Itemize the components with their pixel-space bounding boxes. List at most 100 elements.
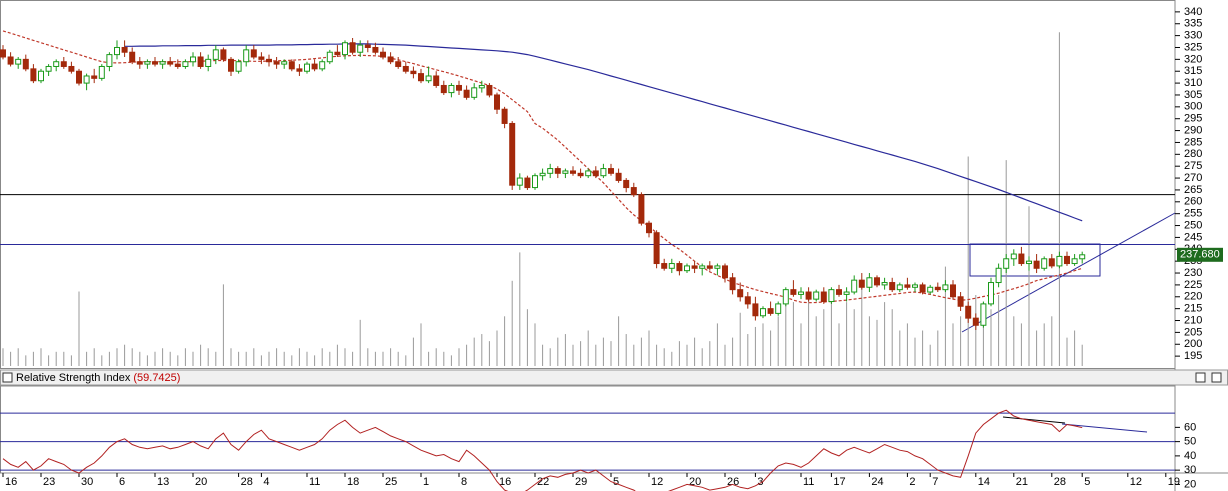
close-button[interactable] [1211, 372, 1222, 383]
candle-body [1018, 253, 1025, 265]
candle-body [471, 87, 478, 98]
candle-body [326, 51, 333, 63]
rsi-tick-label: 40 [1184, 450, 1196, 462]
candle-body [83, 75, 90, 84]
candle-body [722, 265, 728, 279]
candle-body [775, 303, 782, 314]
y-tick-label: 230 [1184, 267, 1202, 279]
x-tick-label: 7 [932, 476, 938, 488]
y-tick-label: 225 [1184, 279, 1202, 291]
candle-body [15, 58, 22, 65]
x-tick-label: 22 [537, 476, 549, 488]
x-tick-label: 4 [263, 476, 269, 488]
candle-body [235, 61, 242, 72]
candle-body [334, 51, 341, 56]
x-tick-label: 20 [195, 476, 207, 488]
candle-body [988, 282, 994, 305]
candle-body [129, 51, 136, 63]
candle-body [866, 277, 873, 288]
candle-body [813, 291, 820, 300]
candle-body [957, 296, 964, 307]
candle-body [646, 222, 652, 234]
candle-body [380, 51, 386, 58]
x-tick-label: 13 [157, 476, 169, 488]
candle-body [699, 265, 706, 269]
candle-body [828, 289, 835, 303]
candle-body [691, 265, 698, 269]
restore-button[interactable] [1195, 372, 1206, 383]
candle-body [212, 49, 219, 60]
candle-body [668, 263, 675, 269]
y-tick-label: 275 [1184, 160, 1202, 172]
candle-body [433, 75, 440, 86]
candle-body [22, 58, 29, 70]
candle-body [608, 168, 614, 174]
y-tick-label: 285 [1184, 136, 1202, 148]
candle-body [1041, 258, 1048, 269]
candle-body [615, 172, 622, 181]
candle-body [934, 286, 941, 291]
y-tick-label: 250 [1184, 219, 1202, 231]
candle-body [440, 84, 447, 94]
candle-body [501, 108, 508, 124]
candle-body [152, 61, 158, 65]
y-tick-label: 205 [1184, 326, 1202, 338]
rsi-trend-line [1002, 416, 1066, 424]
candle-body [1048, 258, 1055, 267]
candle-body [205, 58, 212, 67]
x-tick-label: 3 [757, 476, 763, 488]
candle-body [942, 284, 949, 291]
candle-body [311, 63, 318, 70]
candle-body [684, 265, 690, 272]
y-tick-label: 305 [1184, 89, 1202, 101]
rsi-header [0, 369, 1228, 386]
candle-body [737, 289, 744, 298]
candle-body [357, 44, 364, 53]
y-tick-label: 270 [1184, 172, 1202, 184]
y-tick-label: 220 [1184, 291, 1202, 303]
candle-body [858, 279, 865, 288]
candle-body [486, 84, 493, 96]
y-tick-label: 290 [1184, 124, 1202, 136]
x-tick-label: 29 [575, 476, 587, 488]
candle-body [448, 84, 455, 94]
last-price-box [1177, 247, 1223, 262]
x-tick-label: 5 [613, 476, 619, 488]
candle-body [387, 56, 394, 63]
y-tick-label: 325 [1184, 41, 1202, 53]
candle-body [1056, 255, 1063, 267]
x-tick-label: 8 [461, 476, 467, 488]
candle-body [114, 46, 120, 56]
candle-body [798, 291, 804, 295]
candle-body [0, 49, 6, 58]
candle-body [676, 263, 683, 272]
y-tick-label: 215 [1184, 303, 1202, 315]
candle-body [912, 284, 918, 288]
candle-body [767, 308, 774, 314]
candle-body [243, 49, 250, 63]
candle-body [425, 75, 432, 82]
candle-body [836, 289, 842, 295]
rsi-tick-label: 50 [1184, 436, 1196, 448]
x-tick-label: 23 [43, 476, 55, 488]
rsi-line [2, 409, 1083, 491]
candle-body [91, 75, 98, 79]
candle-body [509, 122, 516, 186]
x-tick-label: 30 [81, 476, 93, 488]
rsi-trend-line [1061, 423, 1148, 433]
candle-body [790, 289, 797, 295]
rsi-tick-label: 20 [1184, 478, 1196, 490]
candle-body [638, 194, 645, 224]
candle-body [250, 49, 257, 58]
x-tick-label: 12 [1130, 476, 1142, 488]
candle-body [266, 58, 272, 63]
x-tick-label: 21 [1016, 476, 1028, 488]
candle-body [524, 177, 531, 189]
candle-body [98, 65, 105, 79]
candle-body [965, 305, 972, 319]
candle-body [516, 177, 523, 186]
y-tick-label: 255 [1184, 208, 1202, 220]
candle-body [402, 65, 409, 72]
x-tick-label: 1 [423, 476, 429, 488]
rsi-tick-label: 30 [1184, 464, 1196, 476]
